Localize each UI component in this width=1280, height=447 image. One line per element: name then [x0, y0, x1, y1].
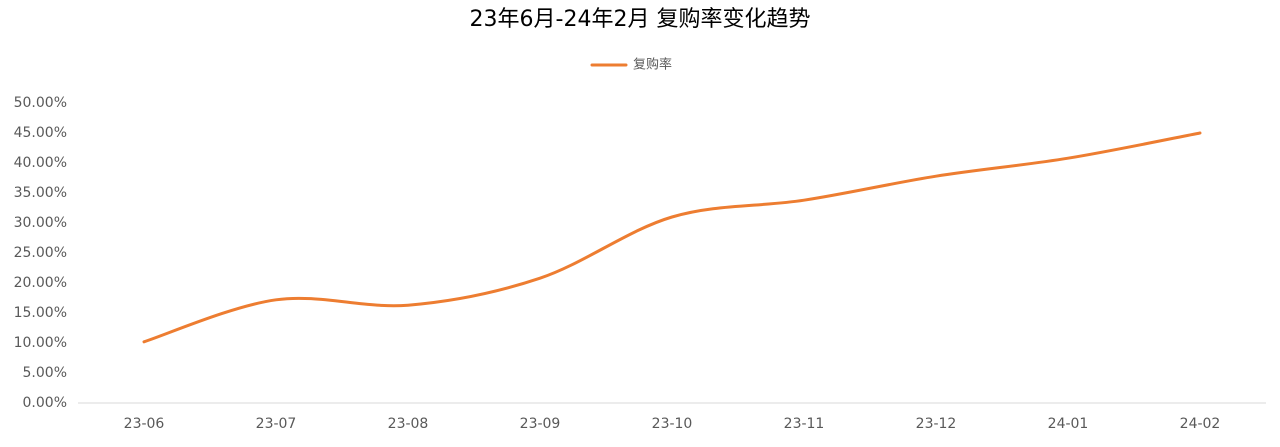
x-tick-label: 23-10 [652, 416, 693, 432]
line [142, 131, 1202, 344]
y-tick-label: 25.00% [14, 245, 67, 261]
y-tick-label: 45.00% [14, 125, 67, 141]
x-tick-label: 23-07 [256, 416, 297, 432]
x-tick-label: 23-11 [784, 416, 825, 432]
x-tick-label: 23-06 [124, 416, 165, 432]
x-tick-label: 24-01 [1048, 416, 1089, 432]
legend-label: 复购率 [633, 57, 672, 73]
x-tick-label: 23-12 [916, 416, 957, 432]
y-tick-label: 35.00% [14, 185, 67, 201]
chart-title: 23年6月-24年2月 复购率变化趋势 [470, 7, 811, 32]
y-tick-label: 5.00% [23, 365, 67, 381]
y-tick-label: 40.00% [14, 155, 67, 171]
y-tick-label: 0.00% [23, 395, 67, 411]
y-tick-label: 10.00% [14, 335, 67, 351]
x-tick-label: 23-09 [520, 416, 561, 432]
x-tick-label: 23-08 [388, 416, 429, 432]
y-tick-label: 15.00% [14, 305, 67, 321]
y-tick-label: 50.00% [14, 95, 67, 111]
y-tick-label: 30.00% [14, 215, 67, 231]
x-tick-label: 24-02 [1180, 416, 1221, 432]
y-tick-label: 20.00% [14, 275, 67, 291]
